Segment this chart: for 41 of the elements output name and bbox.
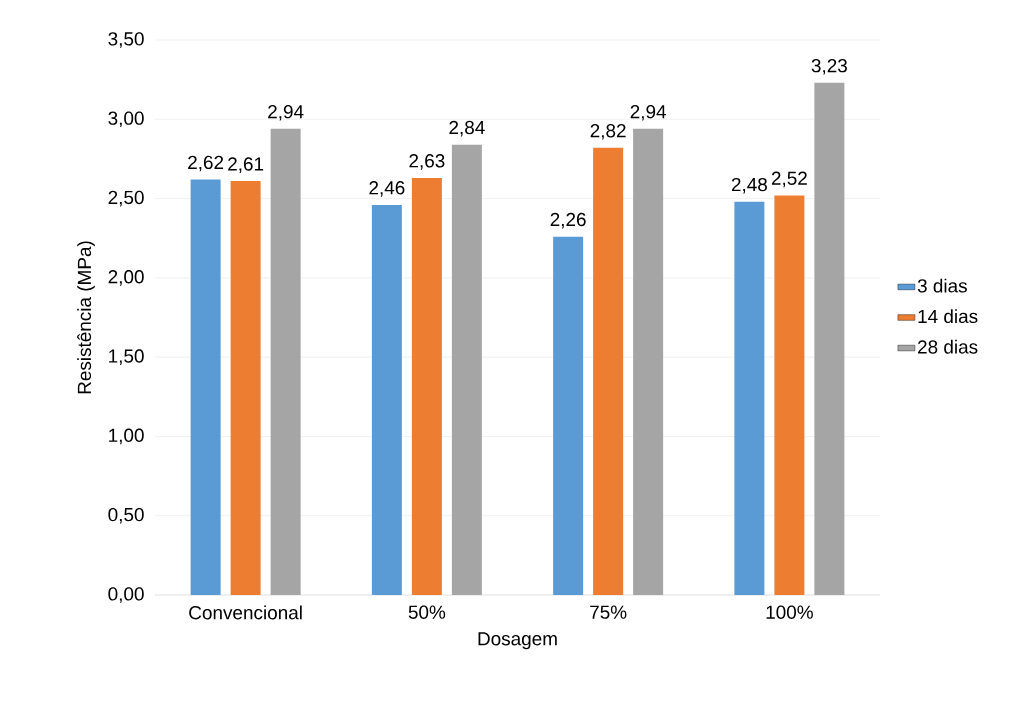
data-label: 2,26 — [550, 212, 586, 229]
data-label: 2,63 — [409, 154, 445, 170]
data-label: 2,84 — [449, 120, 485, 137]
y-tick-label: 0,00 — [108, 587, 144, 603]
bar — [814, 82, 845, 595]
bar — [633, 128, 664, 595]
legend-label: 14 dias — [918, 309, 978, 324]
bar — [774, 195, 805, 595]
x-tick-label: 100% — [766, 605, 813, 619]
data-label: 2,82 — [590, 123, 626, 140]
bar — [270, 128, 301, 595]
legend-label: 28 dias — [918, 339, 978, 354]
x-tick-label: Convencional — [189, 605, 302, 620]
bar — [230, 181, 261, 595]
bar — [553, 236, 584, 595]
bar — [371, 204, 402, 595]
y-tick-label: 2,00 — [108, 270, 144, 286]
bar — [451, 144, 482, 595]
legend-label: 3 dias — [917, 278, 967, 293]
data-label: 2,61 — [228, 157, 264, 173]
bar — [190, 179, 221, 595]
y-tick-label: 2,50 — [108, 190, 144, 207]
data-label: 2,94 — [630, 104, 666, 121]
bar — [734, 201, 765, 595]
bar — [411, 177, 442, 595]
y-tick-label: 3,00 — [108, 111, 144, 128]
data-label: 2,94 — [268, 104, 304, 121]
data-label: 2,46 — [369, 181, 405, 197]
y-axis-title: Resistência (MPa) — [77, 241, 95, 394]
data-label: 2,52 — [771, 171, 807, 188]
x-tick-label: 75% — [590, 605, 627, 619]
y-tick-label: 0,50 — [108, 507, 144, 524]
y-tick-label: 1,50 — [109, 349, 144, 365]
x-axis-title: Dosagem — [478, 632, 557, 650]
y-tick-label: 3,50 — [108, 32, 144, 48]
data-label: 3,23 — [811, 58, 847, 75]
x-tick-label: 50% — [408, 605, 446, 619]
data-label: 2,62 — [188, 155, 224, 172]
data-label: 2,48 — [731, 177, 767, 194]
y-tick-label: 1,00 — [109, 428, 144, 445]
bar — [593, 147, 624, 595]
